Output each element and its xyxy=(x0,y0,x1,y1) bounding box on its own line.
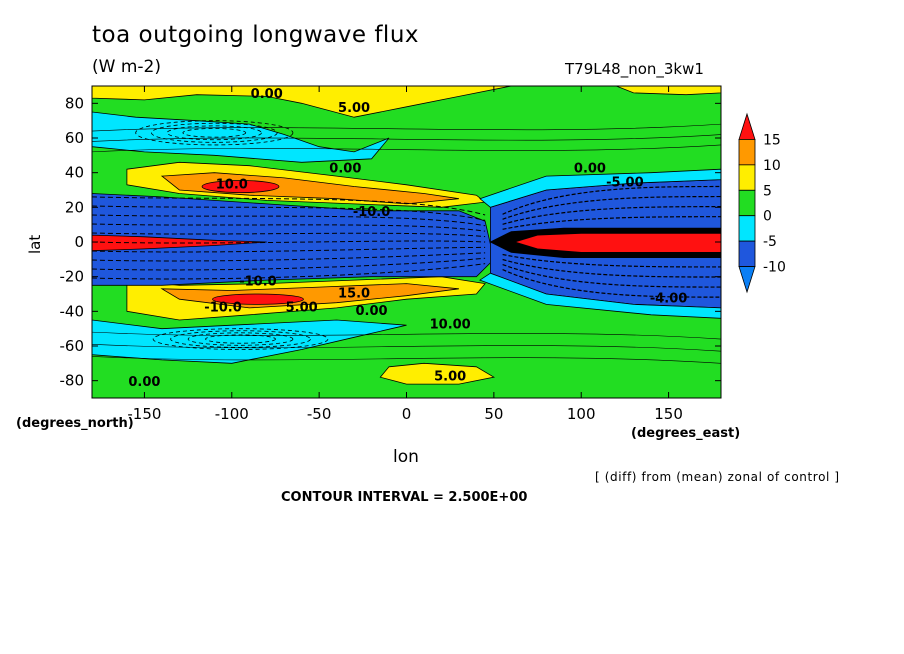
dashed-contour-south-cyan xyxy=(205,334,276,344)
dashed-contour-south-cyan xyxy=(187,332,294,346)
y-tick-label: 80 xyxy=(65,94,84,112)
y-tick-label: 20 xyxy=(65,198,84,216)
solid-contour-north xyxy=(92,144,721,153)
x-axis-label: lon xyxy=(393,447,419,467)
dashed-contour-south-cyan xyxy=(170,330,311,348)
dashed-contour-east xyxy=(502,185,721,215)
x-unit-label: (degrees_east) xyxy=(631,426,741,441)
x-tick-label: 100 xyxy=(567,405,596,423)
colorbar-segment xyxy=(738,240,756,267)
dashed-contour-north-cyan xyxy=(151,122,278,143)
dashed-contour-west xyxy=(92,214,486,227)
contour-label: 5.00 xyxy=(434,370,466,385)
contour-label: -5.00 xyxy=(606,176,643,191)
y-unit-label: (degrees_north) xyxy=(16,416,134,431)
region-max-equatorial-west xyxy=(92,234,267,252)
dashed-contour-north-cyan xyxy=(135,120,294,146)
colorbar-tick-label: -10 xyxy=(763,260,786,276)
colorbar-segment xyxy=(738,189,756,217)
x-tick-label: 150 xyxy=(654,405,683,423)
colorbar-segment xyxy=(738,164,756,191)
region-max-equatorial-east xyxy=(513,232,721,253)
x-tick-label: -50 xyxy=(307,405,332,423)
contour-label: -10.0 xyxy=(353,205,390,220)
dashed-contour-west xyxy=(92,232,486,238)
region-max-north-core xyxy=(201,180,280,194)
y-axis-label: lat xyxy=(26,234,44,254)
colorbar-arrow-top xyxy=(738,112,756,140)
contour-label: 10.00 xyxy=(430,318,471,333)
contour-label: 0.00 xyxy=(251,87,283,102)
contour-label: 0.00 xyxy=(329,162,361,177)
x-tick-label: 50 xyxy=(484,405,503,423)
contour-label: 0.00 xyxy=(574,162,606,177)
dashed-contour-east xyxy=(502,269,721,298)
region-max-south-core xyxy=(212,293,304,305)
y-tick-label: -80 xyxy=(60,372,85,390)
solid-contour-north xyxy=(92,134,721,142)
dashed-contour-east xyxy=(502,263,721,288)
colorbar-tick-label: -5 xyxy=(763,234,777,250)
dashed-contour-east xyxy=(502,206,721,225)
colorbar-tick-label: 5 xyxy=(763,183,772,199)
y-tick-label: -40 xyxy=(60,302,85,320)
region-negative-north-midlat xyxy=(92,111,390,163)
dashed-contour-east xyxy=(502,258,721,278)
description-note: [ (diff) from (mean) zonal of control ] xyxy=(595,470,840,484)
dashed-contour-west xyxy=(92,240,486,244)
y-tick-label: 0 xyxy=(74,233,84,251)
x-tick-label: -150 xyxy=(127,405,161,423)
dashed-contour-west xyxy=(92,257,486,271)
x-tick-label: -100 xyxy=(215,405,249,423)
contour-label: 5.00 xyxy=(338,101,370,116)
colorbar-tick-label: 15 xyxy=(763,132,781,148)
dashed-contour-east xyxy=(502,195,721,220)
solid-contour-north xyxy=(92,123,721,132)
contour-interval-label: CONTOUR INTERVAL = 2.500E+00 xyxy=(281,490,528,505)
contour-label: -4.00 xyxy=(650,292,687,307)
contour-field: 0.005.000.00 0.00-5.0010.0-10.0-10.015.0-… xyxy=(92,86,721,398)
contour-label: 0.00 xyxy=(356,304,388,319)
contour-label: 0.00 xyxy=(128,375,160,390)
units-label: (W m-2) xyxy=(92,57,161,77)
dashed-contour-west xyxy=(92,263,486,280)
y-tick-label: -60 xyxy=(60,337,85,355)
dashed-contour-west xyxy=(92,205,486,221)
dashed-contour-south-cyan xyxy=(152,328,329,350)
run-id-label: T79L48_non_3kw1 xyxy=(565,60,704,78)
contour-label: 10.0 xyxy=(216,177,248,192)
dashed-contour-west xyxy=(92,196,486,216)
solid-contour-south xyxy=(92,343,721,352)
region-halo-south-east xyxy=(479,272,721,319)
region-positive-south-polar xyxy=(379,362,496,385)
contour-label: 5.00 xyxy=(286,300,318,315)
y-tick-label: 60 xyxy=(65,129,84,147)
colorbar-tick-label: 10 xyxy=(763,158,781,174)
colorbar-segment xyxy=(738,215,756,242)
contour-label: -10.0 xyxy=(239,274,276,289)
dashed-contour-west xyxy=(92,252,486,262)
dashed-contour-north-cyan xyxy=(166,125,262,141)
region-positive-north-polar xyxy=(92,86,512,118)
contour-label: -10.0 xyxy=(204,300,241,315)
dashed-contour-west xyxy=(92,246,486,253)
solid-contour-south xyxy=(92,331,721,340)
colorbar-arrow-bottom xyxy=(738,266,756,294)
contour-label: 15.0 xyxy=(338,286,370,301)
y-tick-label: -20 xyxy=(60,268,85,286)
colorbar-segment xyxy=(738,139,756,166)
dashed-contour-east xyxy=(502,216,721,230)
dashed-contour-north-cyan xyxy=(182,128,247,138)
y-tick-label: 40 xyxy=(65,164,84,182)
dashed-contour-west xyxy=(92,223,486,232)
dashed-contour-east xyxy=(502,253,721,268)
region-halo-north-east xyxy=(479,168,721,208)
solid-contour-south xyxy=(92,356,721,364)
chart-title: toa outgoing longwave flux xyxy=(92,22,420,48)
x-tick-label: 0 xyxy=(402,405,412,423)
colorbar-tick-label: 0 xyxy=(763,209,772,225)
